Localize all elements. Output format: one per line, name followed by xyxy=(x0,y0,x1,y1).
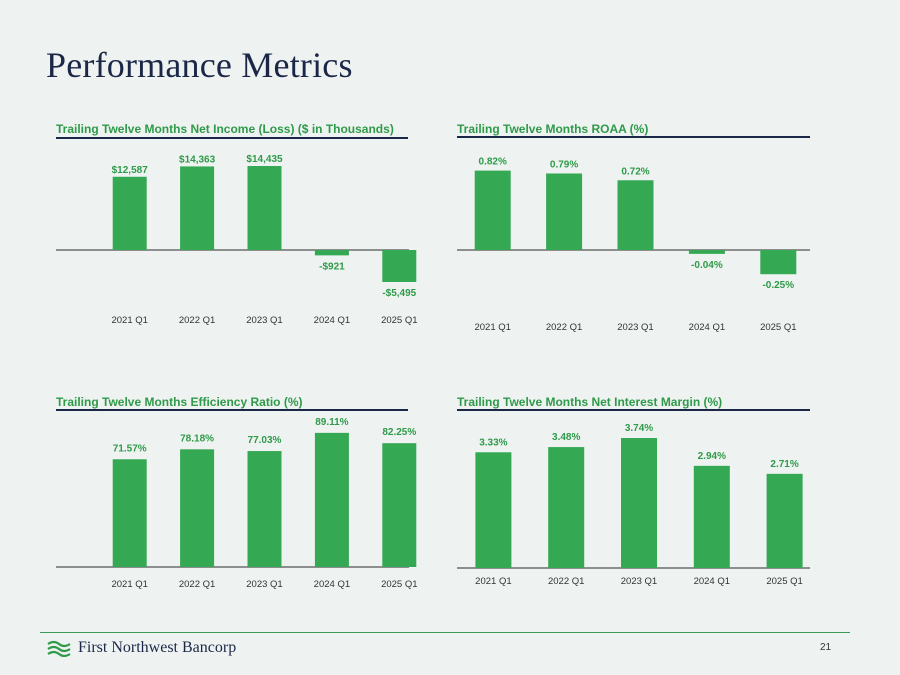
x-tick-label: 2025 Q1 xyxy=(760,322,796,333)
net-income-chart: Trailing Twelve Months Net Income (Loss)… xyxy=(56,122,418,332)
data-label: 89.11% xyxy=(315,417,348,428)
x-tick-label: 2021 Q1 xyxy=(475,576,511,587)
bar-2025-q1 xyxy=(382,250,417,282)
bar-2022-q1 xyxy=(546,173,583,250)
bar-2021-q1 xyxy=(112,176,147,250)
data-label: 0.79% xyxy=(550,159,578,170)
footer-logo: First Northwest Bancorp xyxy=(46,639,236,657)
bar-2022-q1 xyxy=(180,166,215,250)
data-label: -$921 xyxy=(319,261,345,272)
data-label: $12,587 xyxy=(112,165,149,176)
x-tick-label: 2025 Q1 xyxy=(381,579,417,590)
bar-2024-q1 xyxy=(314,432,349,567)
bar-2023-q1 xyxy=(621,438,657,568)
chart-plot: 0.82% 2021 Q1 0.79% 2022 Q1 0.72% 2023 Q1 -0.0… xyxy=(457,157,810,333)
x-tick-label: 2021 Q1 xyxy=(111,579,147,590)
bar-2024-q1 xyxy=(314,250,349,256)
x-tick-label: 2024 Q1 xyxy=(314,579,350,590)
x-tick-label: 2021 Q1 xyxy=(474,322,510,333)
page-title: Performance Metrics xyxy=(46,45,353,85)
x-tick-label: 2025 Q1 xyxy=(766,576,802,587)
data-label: 2.94% xyxy=(698,451,726,462)
bar-2021-q1 xyxy=(475,452,512,568)
net-interest-margin-chart: Trailing Twelve Months Net Interest Marg… xyxy=(457,395,810,595)
bar-2022-q1 xyxy=(548,447,585,568)
x-tick-label: 2023 Q1 xyxy=(246,579,282,590)
data-label: 3.48% xyxy=(552,432,580,443)
bar-2023-q1 xyxy=(247,451,282,567)
x-tick-label: 2022 Q1 xyxy=(179,315,215,326)
x-tick-label: 2022 Q1 xyxy=(179,579,215,590)
data-label: 82.25% xyxy=(382,427,416,438)
efficiency-ratio-chart: Trailing Twelve Months Efficiency Ratio … xyxy=(56,395,418,600)
bar-2021-q1 xyxy=(112,459,147,567)
x-tick-label: 2022 Q1 xyxy=(548,576,584,587)
x-tick-label: 2021 Q1 xyxy=(111,315,147,326)
wave-logo-icon xyxy=(47,640,71,657)
chart-title: Trailing Twelve Months Net Income (Loss)… xyxy=(56,122,394,136)
page-number: 21 xyxy=(820,642,832,653)
title-rule xyxy=(457,409,810,411)
x-tick-label: 2024 Q1 xyxy=(689,322,725,333)
bar-2023-q1 xyxy=(617,180,654,250)
data-label: 3.33% xyxy=(479,437,507,448)
title-rule xyxy=(56,409,408,411)
data-label: -$5,495 xyxy=(382,288,416,299)
bar-2022-q1 xyxy=(180,449,215,567)
x-tick-label: 2023 Q1 xyxy=(621,576,657,587)
x-tick-label: 2023 Q1 xyxy=(246,315,282,326)
chart-title: Trailing Twelve Months Efficiency Ratio … xyxy=(56,395,303,409)
data-label: $14,363 xyxy=(179,154,216,165)
data-label: 0.72% xyxy=(621,166,649,177)
data-label: 78.18% xyxy=(180,433,214,444)
x-tick-label: 2022 Q1 xyxy=(546,322,582,333)
bar-2025-q1 xyxy=(382,443,417,567)
data-label: 71.57% xyxy=(113,443,147,454)
bar-2021-q1 xyxy=(474,170,511,250)
data-label: -0.25% xyxy=(762,280,794,291)
chart-plot: $12,587 2021 Q1 $14,363 2022 Q1 $14,435 2023 … xyxy=(56,154,418,326)
data-label: -0.04% xyxy=(691,260,723,271)
bar-2025-q1 xyxy=(766,473,803,568)
chart-title: Trailing Twelve Months Net Interest Marg… xyxy=(457,395,723,409)
chart-title: Trailing Twelve Months ROAA (%) xyxy=(457,122,649,136)
data-label: 2.71% xyxy=(770,459,798,470)
roaa-chart: Trailing Twelve Months ROAA (%) 0.82% 202… xyxy=(457,122,810,342)
data-label: 77.03% xyxy=(248,435,282,446)
data-label: 0.82% xyxy=(479,157,507,168)
bar-2024-q1 xyxy=(693,465,730,568)
x-tick-label: 2024 Q1 xyxy=(314,315,350,326)
bar-2024-q1 xyxy=(688,250,725,254)
chart-plot: 3.33% 2021 Q1 3.48% 2022 Q1 3.74% 2023 Q1 2.94… xyxy=(457,423,810,587)
logo-name: First Northwest Bancorp xyxy=(78,639,237,656)
bar-2025-q1 xyxy=(760,250,797,275)
x-tick-label: 2025 Q1 xyxy=(381,315,417,326)
title-rule xyxy=(56,137,408,139)
x-tick-label: 2024 Q1 xyxy=(694,576,730,587)
footer-divider xyxy=(40,632,850,633)
title-rule xyxy=(457,136,810,138)
bar-2023-q1 xyxy=(247,166,282,250)
data-label: $14,435 xyxy=(246,154,283,165)
chart-plot: 71.57% 2021 Q1 78.18% 2022 Q1 77.03% 2023 Q1 8… xyxy=(56,417,418,590)
x-tick-label: 2023 Q1 xyxy=(617,322,653,333)
data-label: 3.74% xyxy=(625,423,653,434)
